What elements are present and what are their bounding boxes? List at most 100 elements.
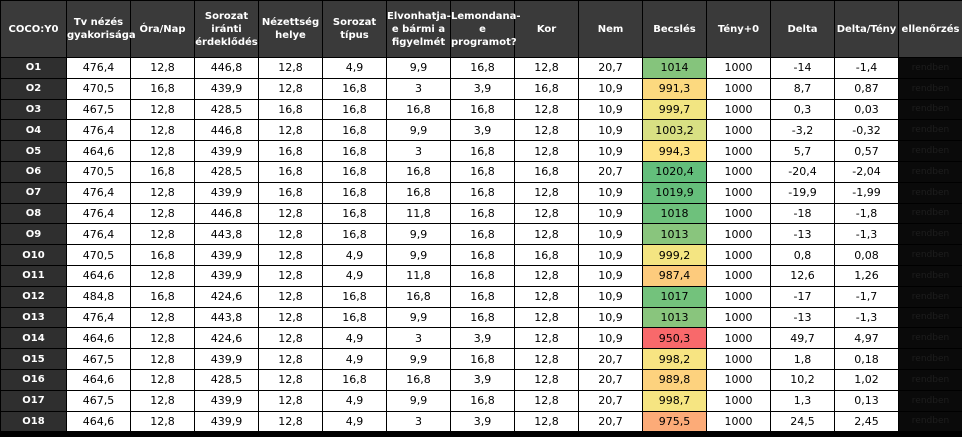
estimate-cell[interactable]: 950,3 bbox=[642, 327, 707, 350]
table-cell[interactable]: 1000 bbox=[706, 306, 771, 329]
table-cell[interactable]: 12,8 bbox=[130, 327, 195, 350]
table-row[interactable]: O3 467,5 12,8 428,5 16,8 16,8 16,8 16,8 12,8 10,9… bbox=[0, 98, 962, 121]
estimate-cell[interactable]: 1019,9 bbox=[642, 181, 707, 204]
table-cell[interactable]: 464,6 bbox=[66, 264, 131, 287]
table-cell[interactable]: 12,8 bbox=[130, 306, 195, 329]
check-cell[interactable]: rendben bbox=[898, 57, 962, 79]
table-cell[interactable]: 3,9 bbox=[450, 368, 515, 391]
estimate-cell[interactable]: 987,4 bbox=[642, 264, 707, 287]
table-cell[interactable]: 16,8 bbox=[386, 368, 451, 391]
table-cell[interactable]: 12,8 bbox=[514, 348, 579, 370]
column-header[interactable]: Lemondana-e programot? bbox=[450, 0, 521, 58]
row-label[interactable]: O2 bbox=[0, 77, 67, 100]
table-cell[interactable]: 10,9 bbox=[578, 327, 643, 350]
table-cell[interactable]: 10,9 bbox=[578, 223, 643, 246]
table-cell[interactable]: 10,9 bbox=[578, 77, 643, 100]
table-cell[interactable]: 16,8 bbox=[450, 285, 515, 308]
table-cell[interactable]: 12,8 bbox=[514, 389, 579, 412]
table-cell[interactable]: -1,8 bbox=[834, 202, 899, 225]
table-cell[interactable]: 10,9 bbox=[578, 119, 643, 142]
check-cell[interactable]: rendben bbox=[898, 285, 962, 308]
table-cell[interactable]: 1000 bbox=[706, 57, 771, 79]
table-cell[interactable]: 16,8 bbox=[450, 348, 515, 370]
check-cell[interactable]: rendben bbox=[898, 327, 962, 350]
table-cell[interactable]: 10,9 bbox=[578, 181, 643, 204]
table-cell[interactable]: -1,99 bbox=[834, 181, 899, 204]
estimate-cell[interactable]: 989,8 bbox=[642, 368, 707, 391]
table-cell[interactable]: 12,8 bbox=[130, 140, 195, 162]
table-cell[interactable]: 0,13 bbox=[834, 389, 899, 412]
table-cell[interactable]: 1000 bbox=[706, 327, 771, 350]
table-cell[interactable]: 12,8 bbox=[514, 181, 579, 204]
row-label[interactable]: O14 bbox=[0, 327, 67, 350]
table-cell[interactable]: 1000 bbox=[706, 223, 771, 246]
table-cell[interactable]: 12,8 bbox=[514, 98, 579, 121]
table-cell[interactable]: -3,2 bbox=[770, 119, 835, 142]
table-cell[interactable]: 16,8 bbox=[450, 98, 515, 121]
table-cell[interactable]: 12,8 bbox=[130, 181, 195, 204]
table-cell[interactable]: 0,18 bbox=[834, 348, 899, 370]
row-label[interactable]: O3 bbox=[0, 98, 67, 121]
table-cell[interactable]: 439,9 bbox=[194, 77, 259, 100]
table-cell[interactable]: 12,8 bbox=[514, 223, 579, 246]
table-cell[interactable]: 16,8 bbox=[386, 98, 451, 121]
check-cell[interactable]: rendben bbox=[898, 140, 962, 162]
table-cell[interactable]: 12,6 bbox=[770, 264, 835, 287]
row-label[interactable]: O11 bbox=[0, 264, 67, 287]
table-cell[interactable]: 0,57 bbox=[834, 140, 899, 162]
table-cell[interactable]: -2,04 bbox=[834, 160, 899, 183]
table-cell[interactable]: 16,8 bbox=[450, 57, 515, 79]
table-cell[interactable]: 8,7 bbox=[770, 77, 835, 100]
check-cell[interactable]: rendben bbox=[898, 181, 962, 204]
table-cell[interactable]: 16,8 bbox=[130, 160, 195, 183]
row-label[interactable]: O7 bbox=[0, 181, 67, 204]
table-cell[interactable]: 16,8 bbox=[514, 160, 579, 183]
table-cell[interactable]: 12,8 bbox=[258, 285, 323, 308]
table-cell[interactable]: 12,8 bbox=[514, 202, 579, 225]
table-cell[interactable]: 439,9 bbox=[194, 181, 259, 204]
table-cell[interactable]: -18 bbox=[770, 202, 835, 225]
row-label[interactable]: O9 bbox=[0, 223, 67, 246]
table-cell[interactable]: 20,7 bbox=[578, 389, 643, 412]
table-cell[interactable]: 3 bbox=[386, 77, 451, 100]
table-cell[interactable]: -1,3 bbox=[834, 223, 899, 246]
table-cell[interactable]: 9,9 bbox=[386, 244, 451, 266]
table-cell[interactable]: 4,9 bbox=[322, 327, 387, 350]
column-header[interactable]: Tény+0 bbox=[706, 0, 771, 58]
table-cell[interactable]: 0,8 bbox=[770, 244, 835, 266]
table-cell[interactable]: 16,8 bbox=[386, 285, 451, 308]
table-cell[interactable]: 1000 bbox=[706, 368, 771, 391]
table-row[interactable]: O7 476,4 12,8 439,9 16,8 16,8 16,8 16,8 12,8 10,9… bbox=[0, 181, 962, 204]
table-cell[interactable]: 0,87 bbox=[834, 77, 899, 100]
table-cell[interactable]: 9,9 bbox=[386, 119, 451, 142]
table-cell[interactable]: 428,5 bbox=[194, 368, 259, 391]
table-cell[interactable]: 1000 bbox=[706, 410, 771, 433]
table-cell[interactable]: 4,9 bbox=[322, 57, 387, 79]
row-label[interactable]: O6 bbox=[0, 160, 67, 183]
table-cell[interactable]: 1,8 bbox=[770, 348, 835, 370]
row-label[interactable]: O1 bbox=[0, 57, 67, 79]
estimate-cell[interactable]: 998,7 bbox=[642, 389, 707, 412]
estimate-cell[interactable]: 999,7 bbox=[642, 98, 707, 121]
table-cell[interactable]: 16,8 bbox=[258, 98, 323, 121]
column-header[interactable]: Tv nézés gyakorisága bbox=[66, 0, 136, 58]
table-row[interactable]: O2 470,5 16,8 439,9 12,8 16,8 3 3,9 16,8 10,9 991,… bbox=[0, 77, 962, 100]
table-cell[interactable]: 12,8 bbox=[130, 119, 195, 142]
table-cell[interactable]: 3,9 bbox=[450, 410, 515, 433]
table-cell[interactable]: 16,8 bbox=[450, 223, 515, 246]
table-row[interactable]: O4 476,4 12,8 446,8 12,8 16,8 9,9 3,9 12,8 10,9 10… bbox=[0, 119, 962, 142]
table-cell[interactable]: 12,8 bbox=[258, 389, 323, 412]
table-cell[interactable]: 12,8 bbox=[130, 98, 195, 121]
table-cell[interactable]: 24,5 bbox=[770, 410, 835, 433]
table-cell[interactable]: 10,2 bbox=[770, 368, 835, 391]
table-row[interactable]: O8 476,4 12,8 446,8 12,8 16,8 11,8 16,8 12,8 10,9… bbox=[0, 202, 962, 225]
table-cell[interactable]: 12,8 bbox=[514, 410, 579, 433]
row-label[interactable]: O4 bbox=[0, 119, 67, 142]
table-cell[interactable]: 20,7 bbox=[578, 348, 643, 370]
table-cell[interactable]: 2,45 bbox=[834, 410, 899, 433]
table-cell[interactable]: 464,6 bbox=[66, 327, 131, 350]
column-header[interactable]: Sorozat típus bbox=[322, 0, 387, 58]
table-row[interactable]: O5 464,6 12,8 439,9 16,8 16,8 3 16,8 12,8 10,9 994… bbox=[0, 140, 962, 162]
table-cell[interactable]: 12,8 bbox=[258, 223, 323, 246]
table-cell[interactable]: 12,8 bbox=[130, 348, 195, 370]
